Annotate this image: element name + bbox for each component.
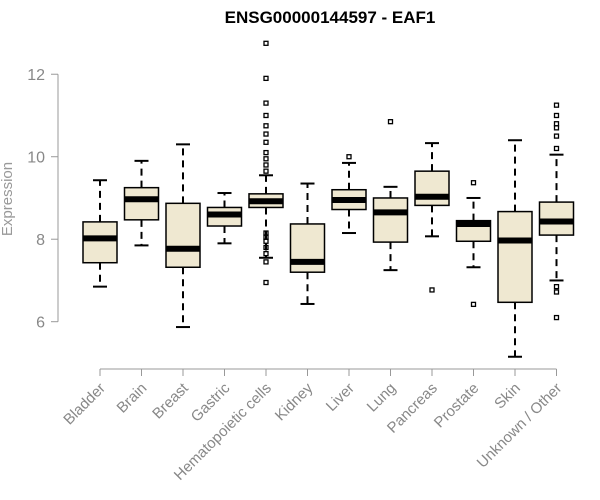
x-tick-label: Breast (149, 379, 192, 422)
x-tick-label: Liver (323, 380, 358, 415)
outlier-point (263, 40, 269, 46)
outlier-point (553, 133, 560, 139)
iqr-box (165, 202, 201, 269)
outlier-point (263, 279, 269, 286)
outlier-point (263, 123, 269, 129)
outlier-point (263, 168, 269, 174)
outlier-point (263, 75, 269, 82)
x-tick-label: Lung (364, 380, 400, 416)
box-group (82, 179, 118, 288)
x-tick-label: Bladder (60, 380, 109, 429)
y-tick-label: 8 (36, 232, 45, 249)
outlier-point (553, 125, 560, 131)
x-tick-label: Kidney (272, 379, 317, 424)
box-group (206, 192, 243, 245)
outlier-point (263, 250, 269, 257)
outlier-point (263, 259, 269, 265)
outlier-point (346, 154, 352, 160)
outlier-point (553, 314, 560, 321)
outlier-point (263, 162, 269, 168)
outlier-point (263, 112, 269, 119)
outlier-point (553, 112, 560, 119)
y-tick-label: 6 (36, 315, 45, 332)
iqr-box (82, 221, 118, 264)
box-group (289, 182, 326, 305)
outlier-point (263, 238, 269, 244)
iqr-box (123, 186, 160, 221)
outlier-point (263, 139, 269, 145)
y-tick-label: 10 (27, 150, 45, 167)
x-tick-label: Brain (114, 380, 151, 417)
chart-title: ENSG00000144597 - EAF1 (225, 8, 436, 27)
outlier-point (387, 119, 394, 125)
box-group (331, 154, 367, 235)
outlier-point (263, 131, 269, 137)
outlier-point (263, 100, 269, 106)
outlier-point (553, 289, 560, 295)
box-group (414, 142, 450, 293)
box-group (497, 139, 533, 358)
outlier-point (553, 121, 560, 127)
outlier-point (553, 283, 560, 290)
iqr-box (497, 210, 533, 304)
box-group (165, 143, 201, 329)
box-group (455, 180, 492, 308)
outlier-point (263, 149, 269, 156)
outlier-point (263, 244, 269, 251)
box-group (248, 40, 284, 286)
iqr-box (289, 223, 326, 273)
y-axis: 6 8 10 12 (27, 67, 59, 332)
outlier-point (553, 102, 560, 108)
outlier-point (263, 156, 269, 162)
x-tick-label: Prostate (431, 380, 483, 432)
outlier-point (553, 145, 560, 152)
outlier-point (470, 301, 477, 308)
x-tick-label: Skin (491, 380, 524, 413)
box-group (372, 119, 409, 272)
box-group (538, 102, 575, 321)
boxes-group (82, 40, 575, 358)
outlier-point (470, 180, 477, 186)
y-tick-label: 12 (27, 67, 45, 84)
iqr-box (414, 170, 450, 207)
box-group (123, 159, 160, 247)
y-axis-label: Expression (0, 162, 16, 236)
outlier-point (429, 287, 435, 293)
iqr-box (372, 197, 409, 243)
